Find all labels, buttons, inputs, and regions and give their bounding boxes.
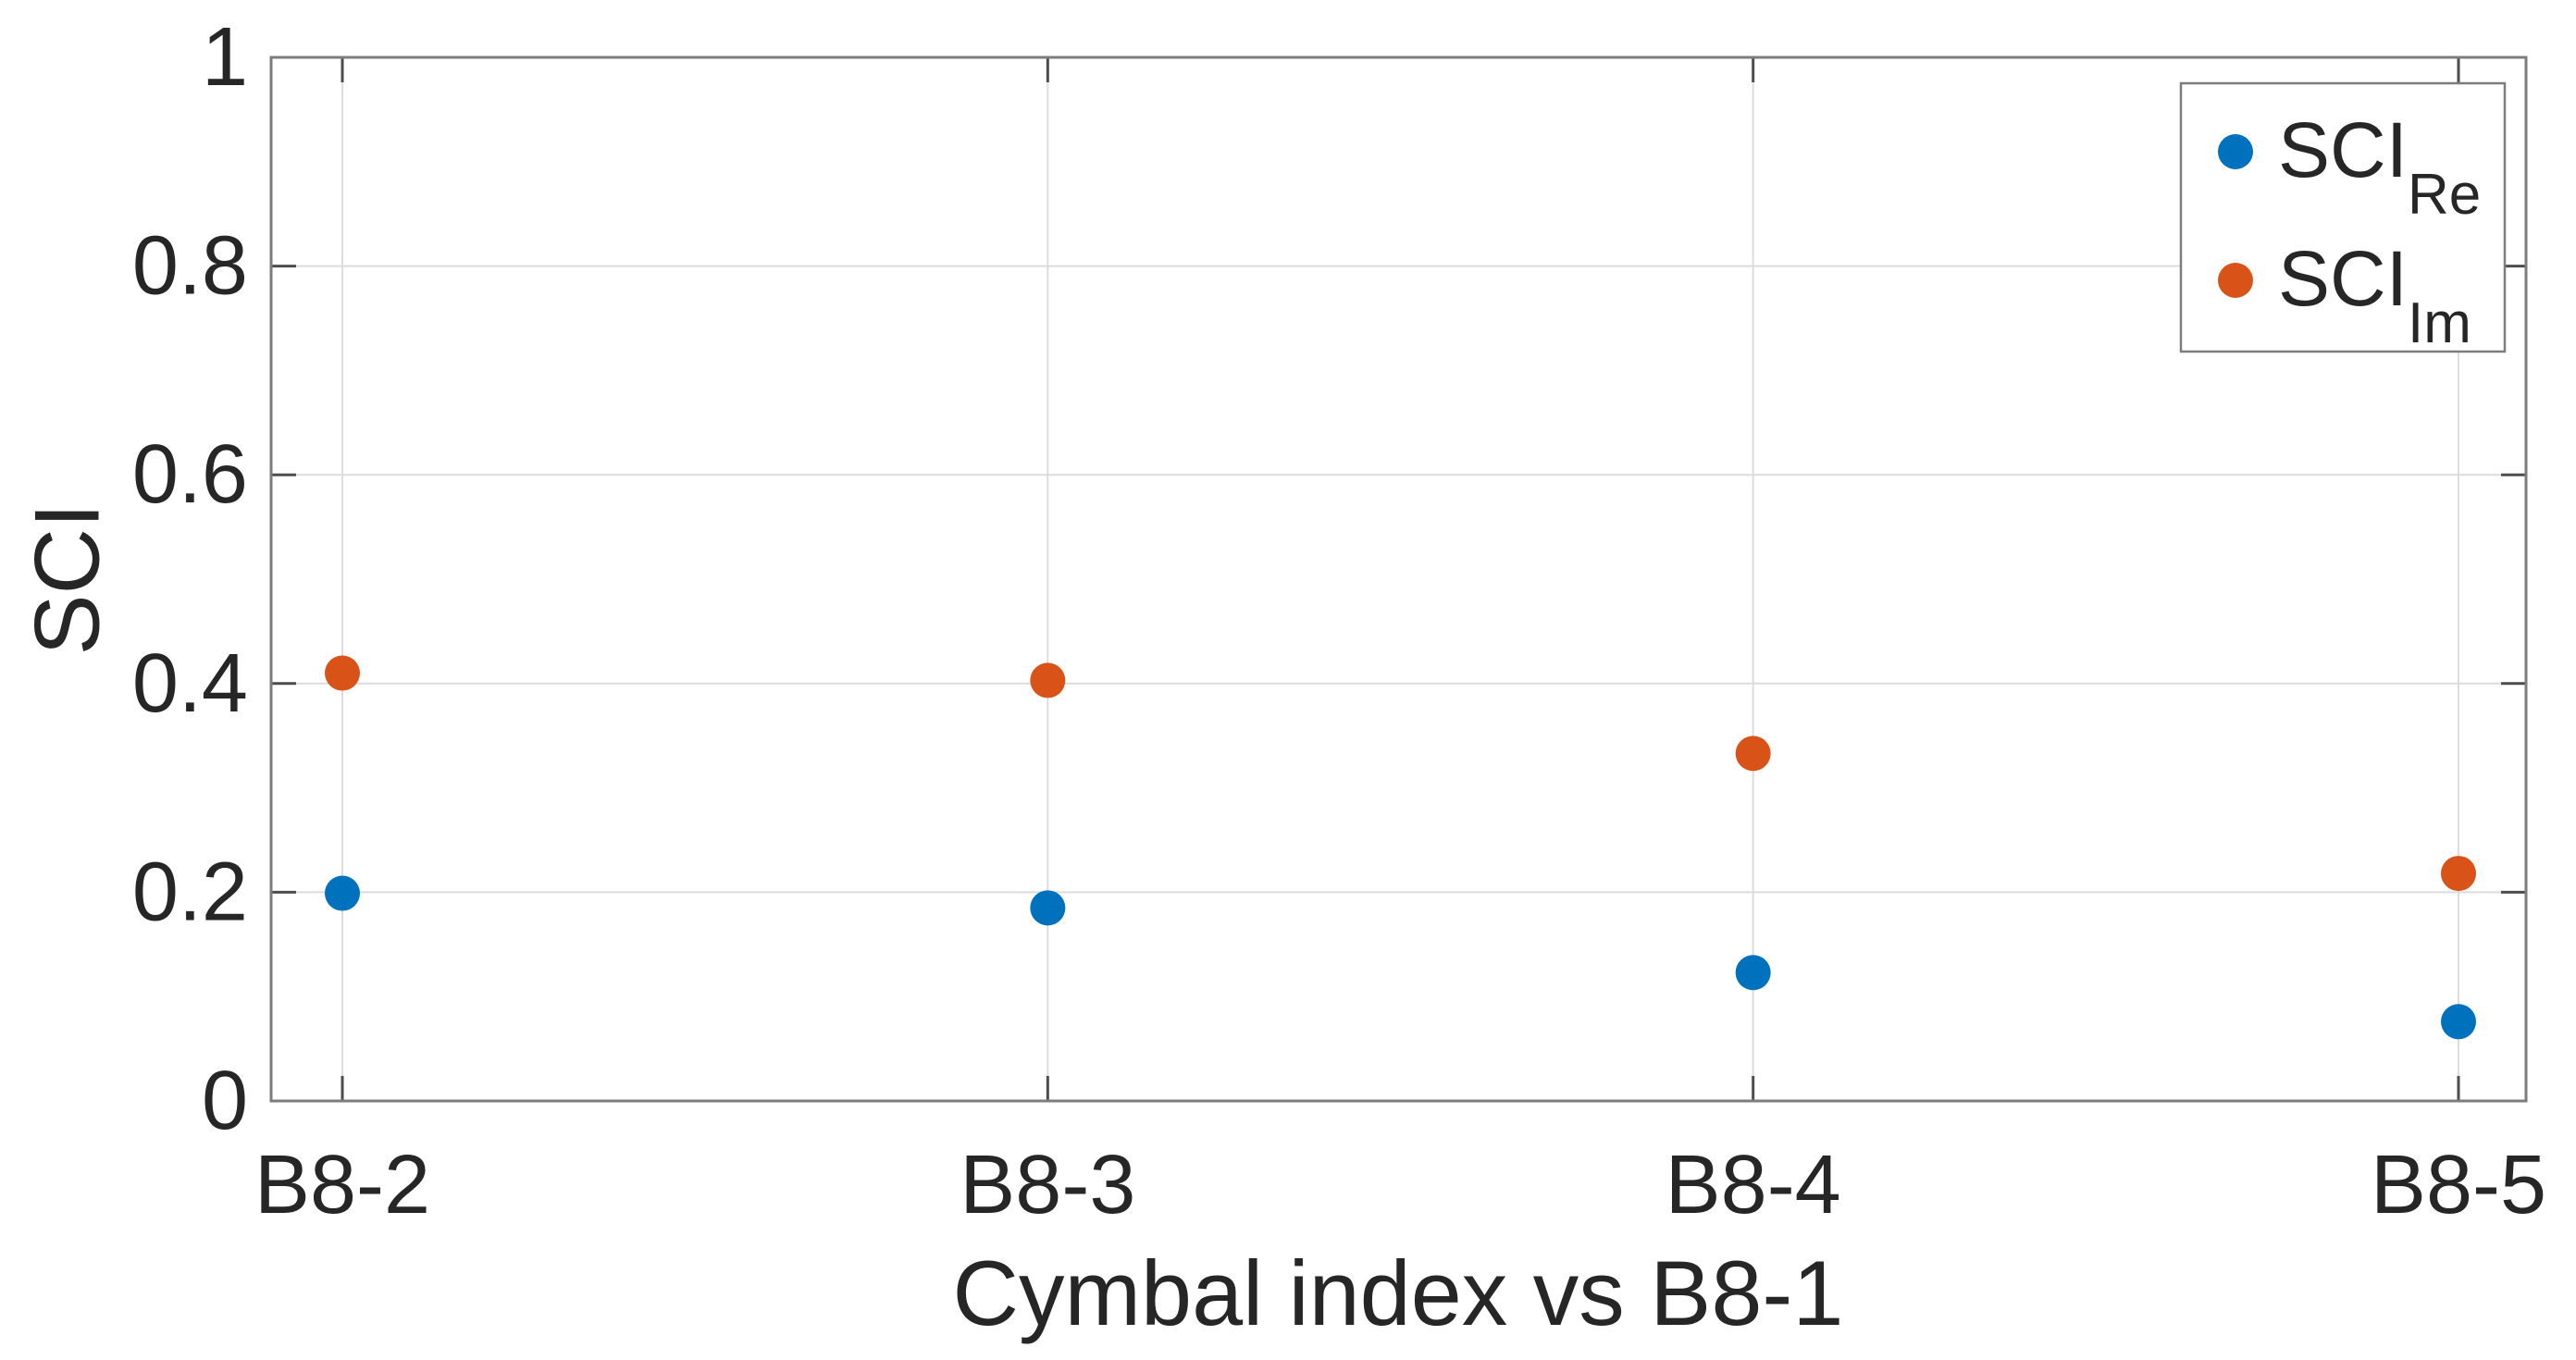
data-point-sci_re-b8-2 [325, 875, 360, 911]
legend-label-sci-re: SCIRe [2278, 106, 2481, 227]
y-tick-label: 0.2 [132, 846, 248, 938]
y-tick-label: 0.4 [132, 637, 248, 730]
legend-marker-sci-re-icon [2218, 134, 2253, 169]
data-point-sci_im-b8-4 [1735, 736, 1771, 772]
x-tick-label: B8-2 [254, 1139, 430, 1231]
data-point-sci_im-b8-5 [2441, 856, 2476, 892]
legend: SCIRe SCIIm [2179, 81, 2507, 355]
data-point-sci_im-b8-3 [1030, 662, 1066, 699]
legend-marker-sci-im-icon [2218, 263, 2253, 298]
y-tick-label: 0.8 [132, 220, 248, 313]
data-point-layer [325, 655, 2476, 1040]
y-tick-label: 0.6 [132, 428, 248, 521]
y-axis-label: SCI [16, 502, 118, 655]
data-point-sci_re-b8-4 [1735, 955, 1771, 991]
x-axis-label: Cymbal index vs B8-1 [953, 1242, 1844, 1344]
legend-border [2179, 81, 2507, 353]
plot-border [269, 56, 2528, 1103]
data-point-sci_im-b8-2 [325, 655, 360, 691]
x-tick-label: B8-5 [2371, 1139, 2546, 1231]
y-tick-label: 0 [202, 1055, 248, 1147]
y-tick-label: 1 [202, 11, 248, 104]
axis-text-layer: 0 0.2 0.4 0.6 0.8 1 B8-2 B8-3 B8-4 B8-5 [132, 11, 2546, 1231]
data-point-sci_re-b8-5 [2441, 1004, 2476, 1040]
data-point-sci_re-b8-3 [1030, 890, 1066, 926]
x-tick-label: B8-3 [960, 1139, 1135, 1231]
x-tick-label: B8-4 [1666, 1139, 1841, 1231]
legend-label-sci-im: SCIIm [2278, 235, 2471, 355]
